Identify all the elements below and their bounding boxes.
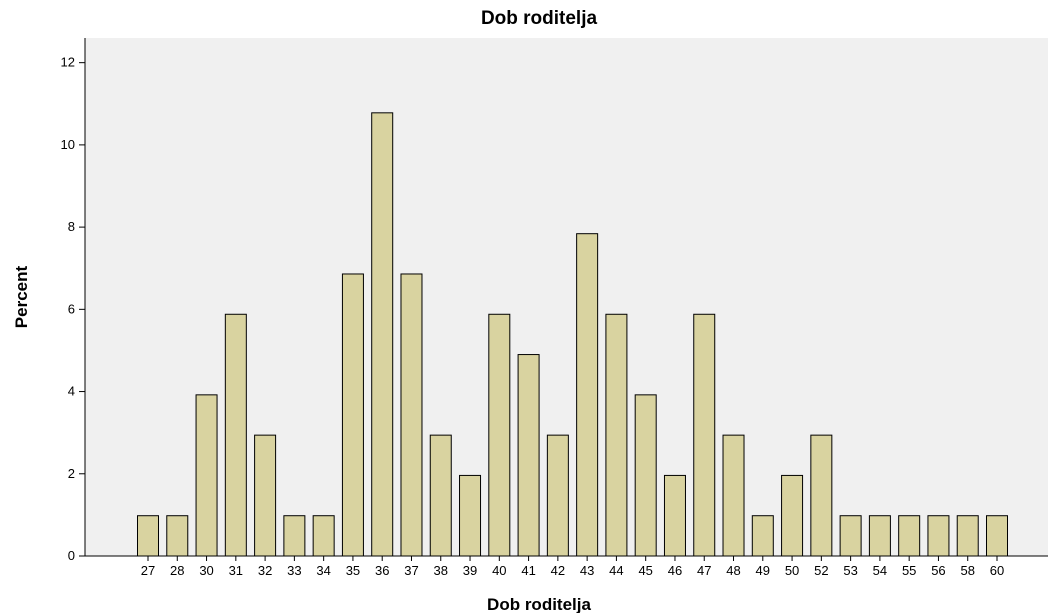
bar: [400, 273, 423, 557]
chart-title: Dob roditelja: [481, 8, 598, 29]
x-tick-label: 41: [521, 563, 535, 578]
bar: [663, 474, 686, 557]
x-tick-label: 56: [931, 563, 945, 578]
bar: [898, 515, 921, 557]
x-tick-label: 32: [258, 563, 272, 578]
x-tick-label: 40: [492, 563, 506, 578]
x-tick-label: 37: [404, 563, 418, 578]
bar: [986, 515, 1008, 557]
bar: [254, 434, 277, 557]
bar: [341, 273, 364, 557]
bar: [781, 474, 804, 557]
x-tick-label: 46: [668, 563, 682, 578]
x-tick-label: 55: [902, 563, 916, 578]
bar: [693, 313, 716, 557]
x-tick-label: 34: [316, 563, 330, 578]
bar: [634, 394, 657, 557]
bars: [137, 112, 1008, 557]
x-tick-label: 47: [697, 563, 711, 578]
x-tick-label: 49: [756, 563, 770, 578]
x-tick-label: 39: [463, 563, 477, 578]
x-tick-label: 58: [960, 563, 974, 578]
x-tick-label: 30: [199, 563, 213, 578]
bar: [927, 515, 950, 557]
bar: [312, 515, 335, 557]
bar: [751, 515, 774, 557]
x-tick-label: 52: [814, 563, 828, 578]
x-tick-label: 36: [375, 563, 389, 578]
bar: [459, 474, 482, 557]
bar: [810, 434, 833, 557]
y-tick-label: 4: [68, 384, 75, 399]
y-axis-label: Percent: [12, 265, 31, 328]
x-tick-label: 43: [580, 563, 594, 578]
x-tick-label: 27: [141, 563, 155, 578]
y-axis: 0 2 4 6 8 10 12: [61, 38, 86, 563]
bar: [956, 515, 979, 557]
bar: [195, 394, 218, 557]
bar: [868, 515, 891, 557]
x-tick-label: 38: [434, 563, 448, 578]
bar: [722, 434, 745, 557]
bar: [488, 313, 511, 557]
bar: [576, 233, 599, 557]
y-tick-label: 6: [68, 301, 75, 316]
y-tick-label: 0: [68, 548, 75, 563]
bar: [517, 354, 540, 557]
y-tick-label: 2: [68, 466, 75, 481]
bar: [166, 515, 189, 557]
bar: [839, 515, 862, 557]
x-tick-label: 28: [170, 563, 184, 578]
x-tick-label: 50: [785, 563, 799, 578]
y-tick-label: 10: [61, 137, 75, 152]
y-tick-label: 12: [61, 55, 75, 70]
x-tick-label: 31: [229, 563, 243, 578]
x-tick-label: 42: [551, 563, 565, 578]
x-tick-label: 35: [346, 563, 360, 578]
bar: [429, 434, 452, 557]
y-tick-label: 8: [68, 219, 75, 234]
x-tick-label: 54: [873, 563, 887, 578]
x-tick-label: 44: [609, 563, 623, 578]
bar: [546, 434, 569, 557]
x-tick-label: 45: [638, 563, 652, 578]
bar: [371, 112, 394, 557]
bar: [224, 313, 247, 557]
x-tick-label: 48: [726, 563, 740, 578]
bar: [605, 313, 628, 557]
bar: [283, 515, 306, 557]
x-tick-label: 53: [843, 563, 857, 578]
x-tick-label: 33: [287, 563, 301, 578]
x-tick-label: 60: [990, 563, 1004, 578]
x-axis-label: Dob roditelja: [487, 595, 591, 613]
x-axis: 27 28 30 31 32 33 34 35 36 37 38 39 40 41 42 43 44 45 46 47…: [85, 555, 1048, 578]
bar: [137, 515, 159, 557]
